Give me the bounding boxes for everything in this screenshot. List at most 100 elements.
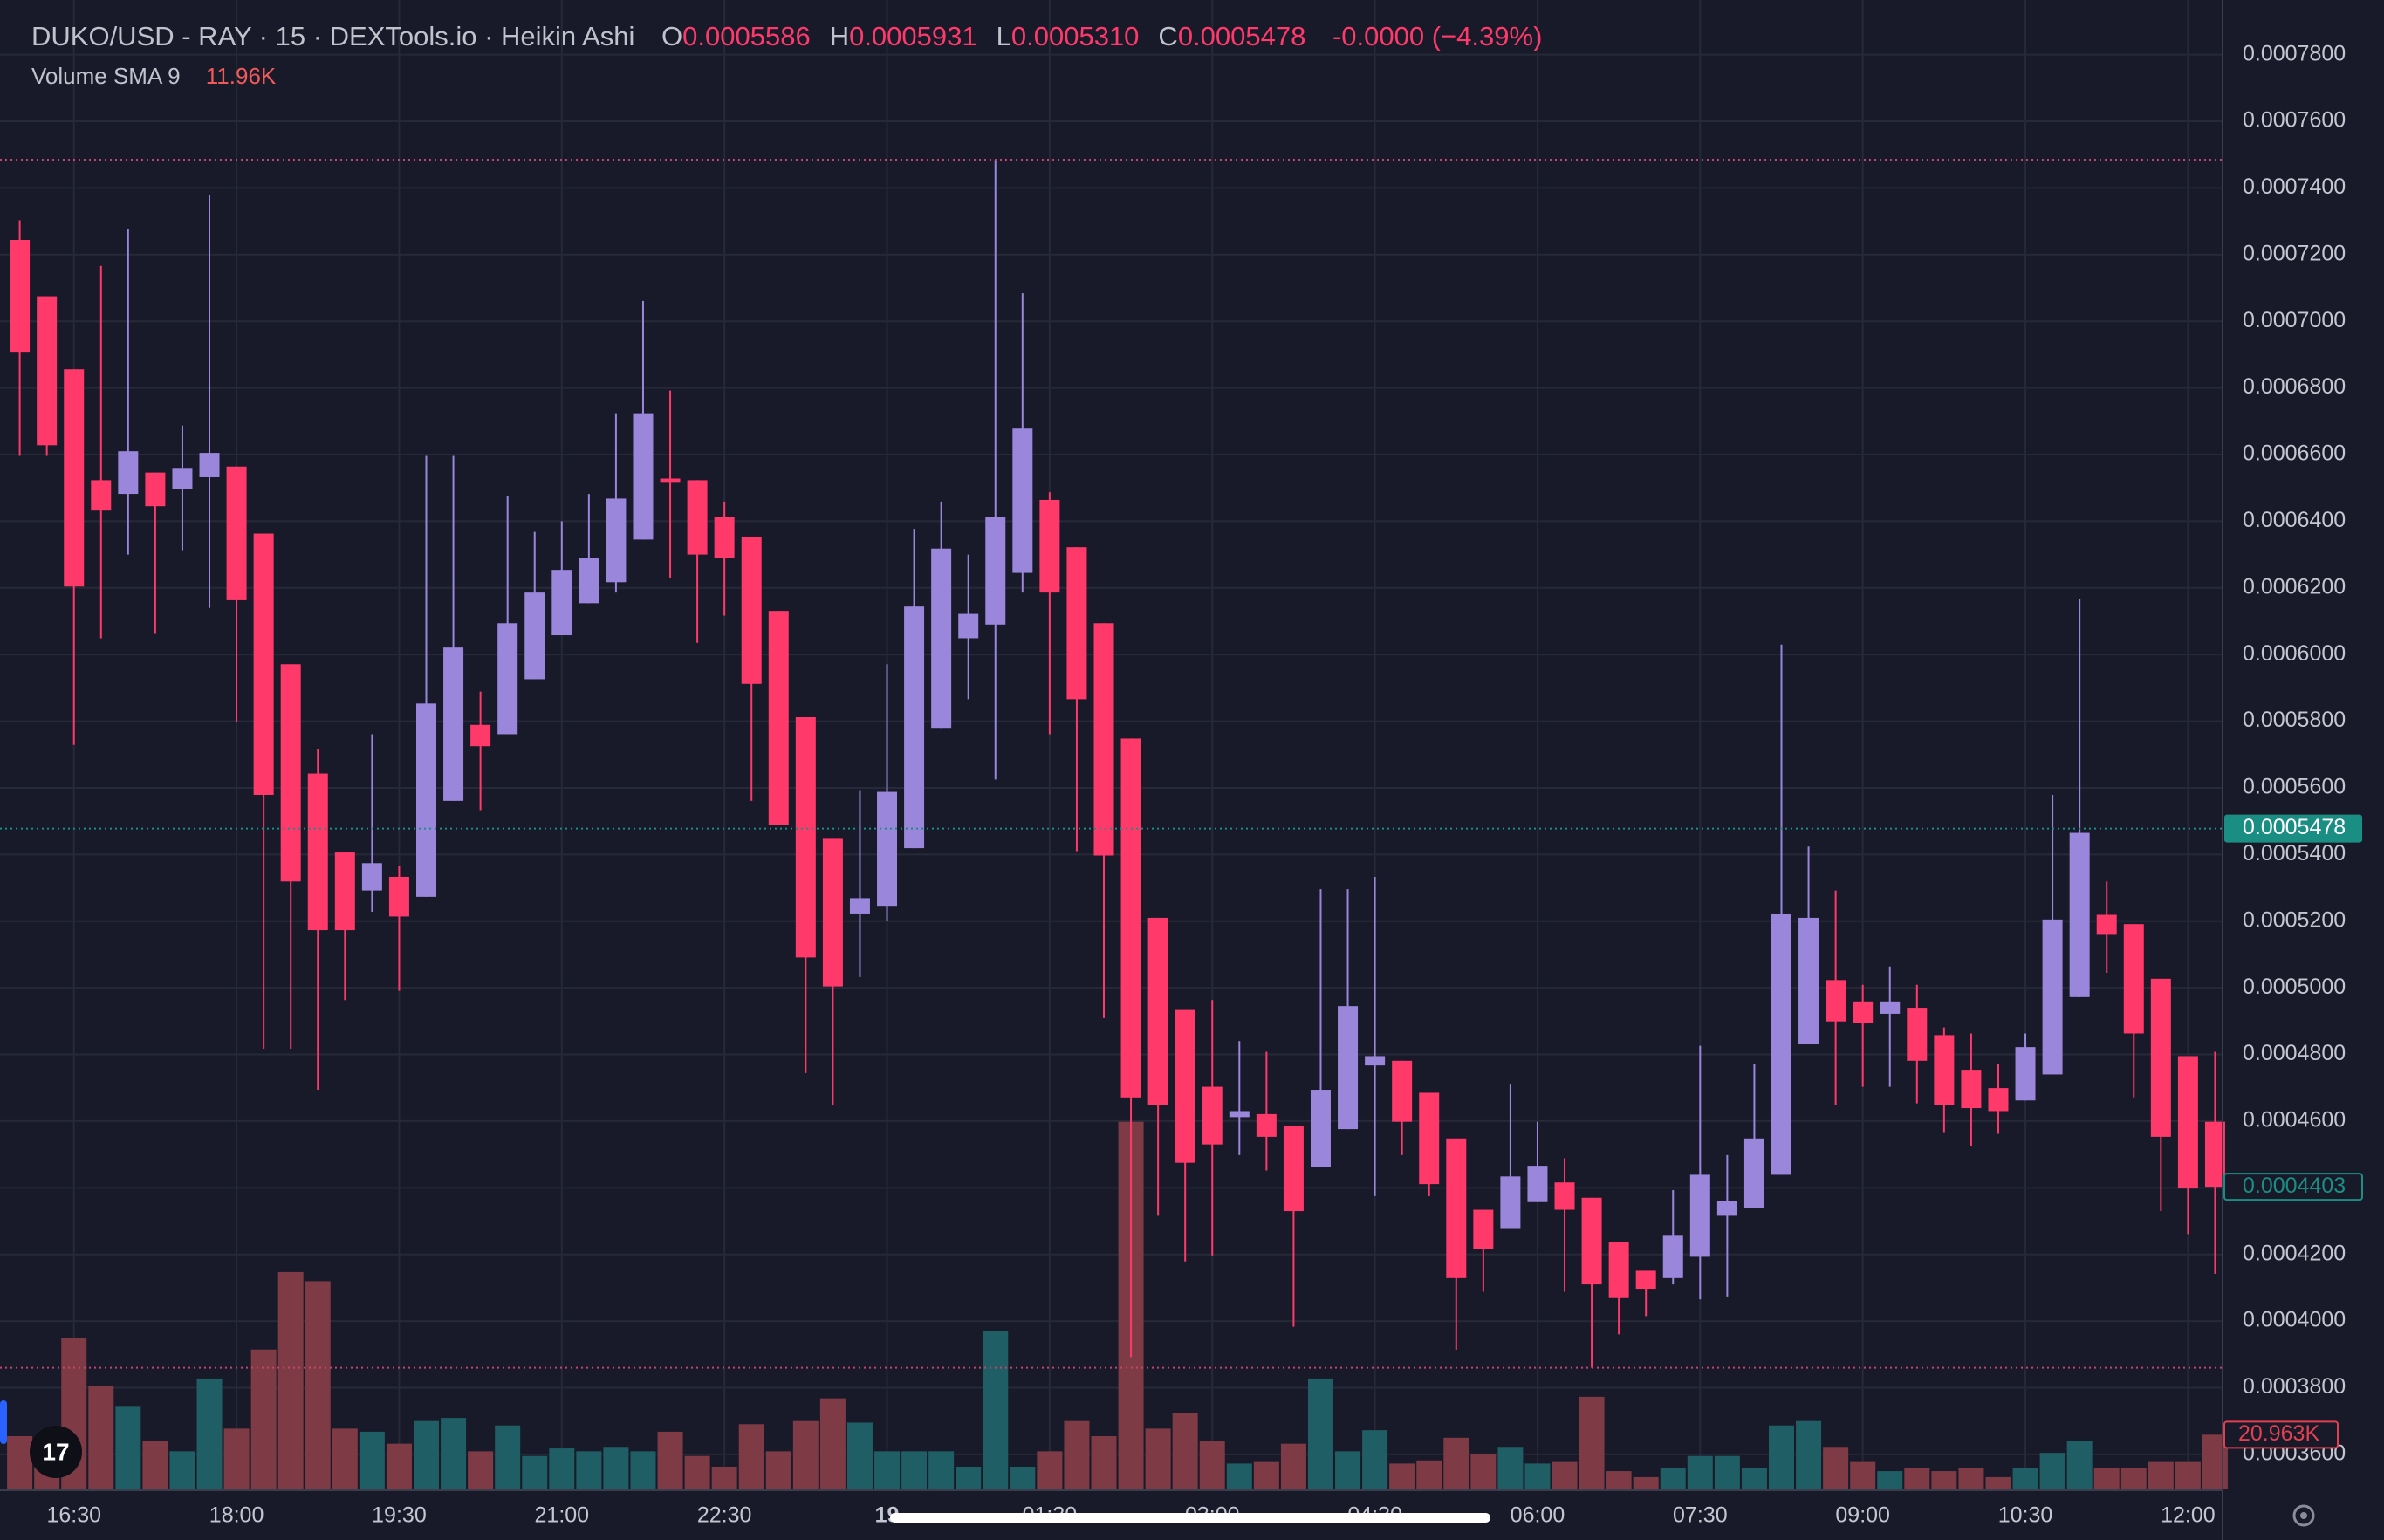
candle-body [443,647,464,801]
x-tick-label: 16:30 [46,1503,101,1528]
volume-bar [468,1451,494,1489]
settings-icon[interactable] [2292,1504,2315,1527]
home-indicator [890,1513,1490,1523]
x-tick-label: 07:30 [1673,1503,1728,1528]
volume-bar [2093,1468,2120,1489]
x-tick-label: 09:00 [1835,1503,1890,1528]
change: -0.0000 (−4.39%) [1332,21,1543,51]
candle-body [1446,1138,1467,1278]
volume-bar [2039,1453,2065,1489]
candle-body [280,664,301,882]
candle-body [1120,738,1141,1098]
volume-bar [1904,1468,1930,1489]
candle-body [2177,1056,2198,1189]
volume-bar [765,1451,791,1489]
y-tick-label: 0.0004200 [2243,1241,2346,1265]
candle-body [1853,1001,1874,1023]
volume-bar [1307,1378,1333,1489]
last-price-box [2224,814,2362,843]
volume-bar [1145,1428,1171,1489]
candle-body [714,517,735,558]
tradingview-logo[interactable]: 17 [30,1426,82,1478]
candle-body [768,611,789,825]
candle-body [145,472,166,507]
candle-body [1175,1009,1195,1163]
volume-bar [983,1331,1009,1489]
candle-body [1880,1001,1901,1014]
volume-bar [846,1422,873,1489]
volume-bar [441,1418,467,1489]
volume-bar [522,1455,548,1489]
candle-body [524,592,545,680]
volume-bar [2175,1461,2201,1489]
volume-bar [738,1424,764,1489]
volume-bar [2066,1441,2093,1489]
candle-body [877,791,898,907]
volume-bar [956,1466,982,1489]
candle-body [1743,1138,1764,1209]
candle-body [1283,1126,1304,1212]
candle-body [1689,1174,1710,1257]
volume-bar [684,1455,710,1489]
y-tick-label: 0.0006200 [2243,574,2346,599]
candle-body [551,570,572,636]
candle-body [1365,1056,1386,1066]
title-row: DUKO/USD - RAY · 15 · DEXTools.io · Heik… [31,21,1542,52]
volume-bar [1010,1466,1036,1489]
candle-body [1662,1235,1683,1278]
y-tick-label: 0.0005200 [2243,907,2346,932]
candle-body [1147,917,1168,1105]
volume-bar [1091,1436,1117,1489]
candle-body [1392,1060,1413,1122]
x-tick-label: 22:30 [697,1503,752,1528]
y-tick-label: 0.0003800 [2243,1374,2346,1399]
candle-body [64,369,85,587]
ohlc-key: C [1158,21,1178,51]
y-tick-label: 0.0005400 [2243,841,2346,866]
volume-bar [1253,1461,1279,1489]
volume-bar [819,1398,846,1489]
candle-body [361,863,382,891]
candle-body [91,480,112,511]
volume-bar [1470,1454,1497,1489]
y-tick-label: 0.0004800 [2243,1041,2346,1065]
candle-body [1581,1197,1602,1285]
y-tick-label: 0.0007400 [2243,175,2346,199]
candle-body [416,703,436,897]
y-tick-label: 0.0006800 [2243,374,2346,399]
y-tick-label: 0.0005600 [2243,775,2346,799]
ohlc-values: O0.0005586 H0.0005931 L0.0005310 C0.0005478 [642,21,1305,51]
volume-bar [1416,1460,1442,1489]
x-tick-label: 21:00 [535,1503,590,1528]
candle-body [795,716,816,958]
volume-bar [142,1441,168,1489]
volume-pane [7,1121,2228,1489]
candle-body [1093,623,1114,856]
candle-body [579,558,599,604]
ha-close-box [2223,1173,2363,1201]
y-tick-label: 0.0007600 [2243,108,2346,133]
candle-body [741,536,762,684]
last-price-label: 0.0005478 [2243,815,2346,839]
candle-body [172,468,193,489]
candle-body [2069,832,2090,997]
candle-body [1473,1209,1494,1249]
candle-body [822,838,843,987]
ohlc-value: 0.0005310 [1010,21,1140,51]
volume-bar [711,1466,737,1489]
candle-body [1554,1182,1575,1210]
y-tick-label: 0.0006600 [2243,441,2346,466]
volume-bar [1389,1463,1415,1489]
candle-body [334,852,355,931]
candle-body [226,466,247,600]
y-tick-label: 0.0006000 [2243,641,2346,666]
candle-body [1500,1176,1521,1229]
candle-body [985,517,1006,625]
candle-body [2042,919,2063,1075]
candle-body [37,296,58,446]
volume-bar [386,1443,412,1489]
volume-bar [1172,1413,1198,1489]
y-tick-label: 0.0005000 [2243,975,2346,999]
candle-body [388,876,409,917]
